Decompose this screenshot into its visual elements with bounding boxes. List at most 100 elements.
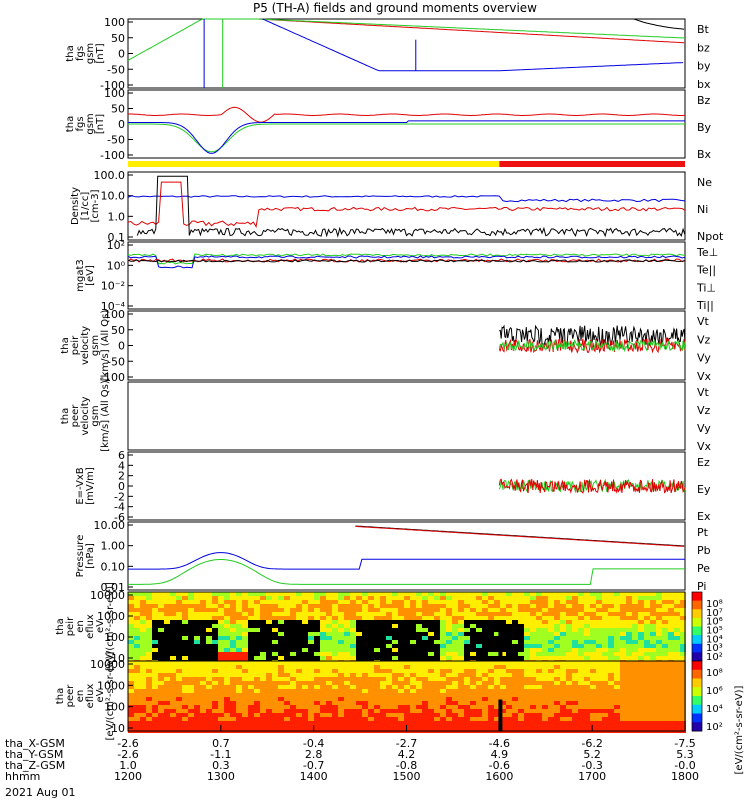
heatmap-cell — [542, 596, 548, 600]
heatmap-cell — [308, 693, 314, 697]
heatmap-cell — [134, 677, 140, 681]
heatmap-cell — [314, 681, 320, 685]
heatmap-cell — [404, 689, 410, 693]
heatmap-cell — [638, 717, 644, 721]
heatmap-cell — [170, 721, 176, 725]
heatmap-cell — [638, 616, 644, 620]
heatmap-cell — [602, 632, 608, 636]
heatmap-cell — [446, 713, 452, 717]
heatmap-cell — [476, 648, 482, 652]
heatmap-cell — [410, 632, 416, 636]
heatmap-cell — [386, 592, 392, 596]
heatmap-cell — [380, 701, 386, 705]
heatmap-cell — [470, 604, 476, 608]
heatmap-cell — [500, 677, 506, 681]
heatmap-cell — [242, 624, 248, 628]
heatmap-cell — [308, 652, 314, 656]
heatmap-cell — [482, 661, 488, 665]
heatmap-cell — [488, 681, 494, 685]
heatmap-cell — [542, 592, 548, 596]
heatmap-cell — [368, 693, 374, 697]
heatmap-cell — [386, 652, 392, 656]
heatmap-cell — [596, 717, 602, 721]
heatmap-cell — [146, 608, 152, 612]
heatmap-cell — [422, 624, 428, 628]
heatmap-cell — [380, 608, 386, 612]
y-axis-label-line: velocity — [80, 326, 91, 365]
heatmap-cell — [518, 661, 524, 665]
heatmap-cell — [440, 652, 446, 656]
heatmap-cell — [278, 640, 284, 644]
heatmap-cell — [524, 697, 530, 701]
heatmap-cell — [572, 592, 578, 596]
heatmap-cell — [416, 669, 422, 673]
heatmap-cell — [188, 693, 194, 697]
heatmap-cell — [170, 608, 176, 612]
heatmap-cell — [368, 640, 374, 644]
heatmap-cell — [386, 620, 392, 624]
heatmap-cell — [578, 673, 584, 677]
heatmap-cell — [434, 721, 440, 725]
heatmap-cell — [566, 677, 572, 681]
heatmap-cell — [440, 648, 446, 652]
heatmap-cell — [158, 665, 164, 669]
heatmap-cell — [176, 697, 182, 701]
heatmap-cell — [410, 697, 416, 701]
heatmap-cell — [518, 596, 524, 600]
heatmap-cell — [446, 717, 452, 721]
heatmap-cell — [314, 693, 320, 697]
y-tick-label: 10000 — [90, 589, 125, 602]
heatmap-cell — [224, 705, 230, 709]
heatmap-cell — [170, 697, 176, 701]
heatmap-cell — [158, 725, 164, 729]
heatmap-cell — [638, 608, 644, 612]
traces — [127, 253, 686, 269]
heatmap-cell — [272, 592, 278, 596]
heatmap-cell — [152, 705, 158, 709]
heatmap-cell — [308, 632, 314, 636]
heatmap-cell — [290, 620, 296, 624]
heatmap-cell — [278, 608, 284, 612]
heatmap-cell — [296, 685, 302, 689]
heatmap-cell — [434, 652, 440, 656]
heatmap-cell — [590, 596, 596, 600]
heatmap-cell — [524, 713, 530, 717]
heatmap-cell — [428, 661, 434, 665]
heatmap-cell — [446, 640, 452, 644]
heatmap-cell — [398, 628, 404, 632]
heatmap-cell — [428, 596, 434, 600]
heatmap-cell — [284, 648, 290, 652]
heatmap-cell — [584, 701, 590, 705]
y-axis-label-line: [eV/(cm²-s-sr-eV)] — [105, 651, 116, 740]
heatmap-cell — [566, 681, 572, 685]
heatmap-cell — [650, 661, 656, 665]
heatmap-cell — [560, 681, 566, 685]
y-axis-label-line: gsm — [85, 43, 96, 64]
heatmap-cell — [194, 604, 200, 608]
heatmap-cell — [260, 721, 266, 725]
heatmap-cell — [494, 652, 500, 656]
heatmap-cell — [620, 612, 626, 616]
heatmap-cell — [356, 721, 362, 725]
heatmap-cell — [212, 717, 218, 721]
traces — [128, 106, 685, 154]
series-line-Pi — [128, 552, 685, 570]
x-tick-label: -0.3 — [581, 759, 602, 772]
heatmap-cell — [260, 604, 266, 608]
heatmap-cell — [170, 701, 176, 705]
heatmap-cell — [338, 612, 344, 616]
heatmap-cell — [134, 624, 140, 628]
heatmap-cell — [182, 648, 188, 652]
heatmap-cell — [356, 640, 362, 644]
heatmap-cell — [272, 624, 278, 628]
heatmap-cell — [134, 689, 140, 693]
heatmap-cell — [476, 725, 482, 729]
heatmap-cell — [290, 701, 296, 705]
heatmap-cell — [674, 697, 680, 701]
heatmap-cell — [128, 652, 134, 656]
heatmap-cell — [176, 681, 182, 685]
heatmap-cell — [176, 725, 182, 729]
heatmap-cell — [662, 616, 668, 620]
heatmap-cell — [656, 640, 662, 644]
heatmap-cell — [212, 685, 218, 689]
